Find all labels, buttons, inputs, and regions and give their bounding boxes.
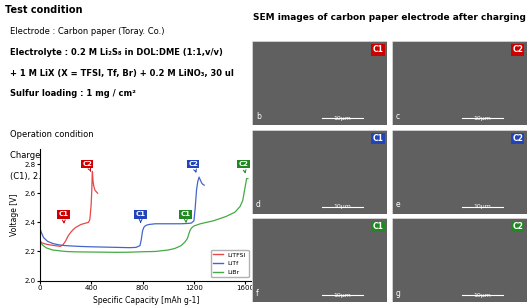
Text: C1: C1 xyxy=(373,45,383,54)
Text: d: d xyxy=(256,200,261,209)
Text: C2: C2 xyxy=(513,45,523,54)
Text: g: g xyxy=(396,289,401,298)
Text: Electrode : Carbon paper (Toray. Co.): Electrode : Carbon paper (Toray. Co.) xyxy=(10,27,165,37)
Text: Electrolyte : 0.2 M Li₂S₈ in DOL:DME (1:1,v/v): Electrolyte : 0.2 M Li₂S₈ in DOL:DME (1:… xyxy=(10,48,223,57)
Text: + 1 M LiX (X = TFSI, Tf, Br) + 0.2 M LiNO₃, 30 ul: + 1 M LiX (X = TFSI, Tf, Br) + 0.2 M LiN… xyxy=(10,69,234,78)
Text: C1: C1 xyxy=(181,211,191,222)
Text: 10μm: 10μm xyxy=(333,293,351,298)
Text: Sulfur loading : 1 mg / cm²: Sulfur loading : 1 mg / cm² xyxy=(10,89,136,98)
Text: b: b xyxy=(256,112,261,121)
Text: C1: C1 xyxy=(373,222,383,231)
Text: 10μm: 10μm xyxy=(473,116,491,121)
Text: SEM images of carbon paper electrode after charging: SEM images of carbon paper electrode aft… xyxy=(253,13,526,22)
X-axis label: Specific Capacity [mAh g-1]: Specific Capacity [mAh g-1] xyxy=(93,296,199,305)
Text: C2: C2 xyxy=(513,222,523,231)
Text: Operation condition: Operation condition xyxy=(10,131,94,139)
Text: C1: C1 xyxy=(136,211,146,222)
Text: 10μm: 10μm xyxy=(333,204,351,209)
Text: Charge rate – 0.05C, cut-off voltage : 2.3 V: Charge rate – 0.05C, cut-off voltage : 2… xyxy=(10,151,190,160)
Text: 10μm: 10μm xyxy=(473,204,491,209)
Text: C2: C2 xyxy=(82,161,92,171)
Text: f: f xyxy=(256,289,259,298)
Text: C2: C2 xyxy=(513,134,523,143)
Text: 10μm: 10μm xyxy=(333,116,351,121)
Text: e: e xyxy=(396,200,400,209)
Text: C1: C1 xyxy=(58,211,68,223)
Text: Test condition: Test condition xyxy=(5,5,83,15)
Text: C2: C2 xyxy=(188,161,198,172)
Text: (C1), 2.7 V (C2): (C1), 2.7 V (C2) xyxy=(10,172,75,181)
Text: 10μm: 10μm xyxy=(473,293,491,298)
Text: C2: C2 xyxy=(238,161,249,173)
Text: c: c xyxy=(396,112,400,121)
Text: C1: C1 xyxy=(373,134,383,143)
Y-axis label: Voltage [V]: Voltage [V] xyxy=(10,194,19,236)
Legend: LiTFSI, LiTf, LiBr: LiTFSI, LiTf, LiBr xyxy=(211,249,249,278)
